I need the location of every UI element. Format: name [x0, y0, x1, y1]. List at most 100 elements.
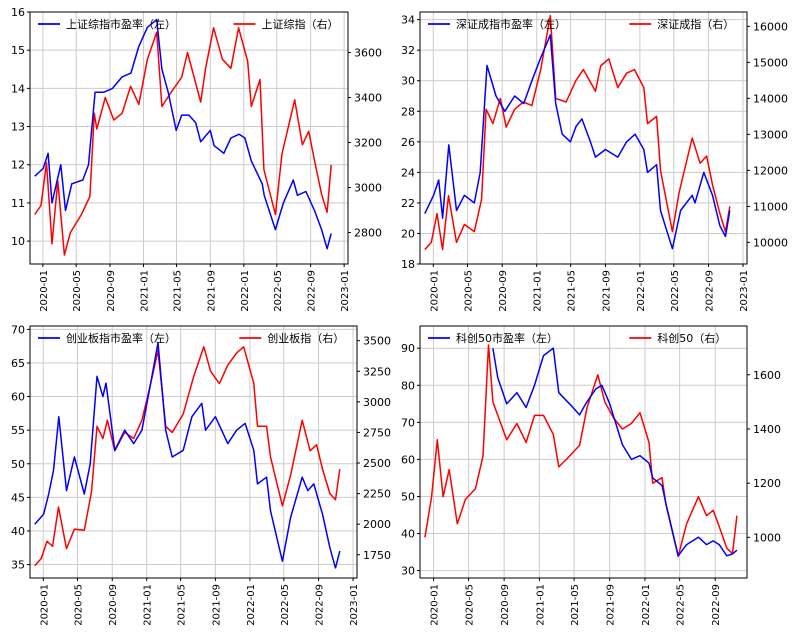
- y-left-tick-label: 30: [401, 565, 415, 578]
- y-right-tick-label: 10000: [753, 236, 788, 249]
- y-left-tick-label: 60: [11, 391, 25, 404]
- y-left-tick-label: 15: [11, 44, 25, 57]
- y-right-tick-label: 14000: [753, 92, 788, 105]
- y-left-tick-label: 65: [11, 357, 25, 370]
- x-tick-label: 2022-01: [636, 270, 647, 312]
- x-tick-label: 2021-09: [601, 270, 612, 312]
- series-line-right-axis: [34, 27, 332, 256]
- x-tick-label: 2021-09: [211, 584, 222, 626]
- y-right-tick-label: 3000: [363, 396, 391, 409]
- x-tick-label: 2021-01: [533, 270, 544, 312]
- y-right-tick-label: 3200: [354, 137, 382, 150]
- series-line-left-axis: [34, 18, 332, 250]
- y-left-tick-label: 30: [401, 75, 415, 88]
- y-right-tick-label: 11000: [753, 200, 788, 213]
- x-tick-label: 2021-05: [172, 270, 183, 312]
- plot-frame: [29, 11, 349, 265]
- y-left-tick-label: 60: [401, 453, 415, 466]
- y-left-tick-label: 13: [11, 121, 25, 134]
- legend-label: 创业板指（右）: [267, 331, 344, 345]
- legend-label: 上证综指市盈率（左）: [66, 17, 176, 31]
- legend-label: 科创50（右）: [657, 331, 726, 345]
- x-tick-label: 2020-05: [463, 270, 474, 312]
- chart-panel-4: 2020-01 2020-05 2020-09 2021-01 2021-05 2021-…: [401, 325, 781, 626]
- x-tick-label: 2022-05: [676, 584, 687, 626]
- x-tick-label: 2020-05: [465, 584, 476, 626]
- y-left-tick-label: 22: [401, 197, 415, 210]
- y-left-tick-label: 40: [401, 528, 415, 541]
- y-left-tick-label: 28: [401, 105, 415, 118]
- legend-label: 深证成指（右）: [657, 17, 734, 31]
- y-right-tick-label: 12000: [753, 164, 788, 177]
- legend-label: 创业板指市盈率（左）: [66, 331, 176, 345]
- x-tick-label: 2021-09: [206, 270, 217, 312]
- x-tick-label: 2020-05: [73, 584, 84, 626]
- y-right-tick-label: 1600: [753, 369, 781, 382]
- chart-panel-3: 2020-01 2020-05 2020-09 2021-01 2021-05 2021-…: [11, 323, 391, 625]
- x-tick-label: 2020-09: [106, 270, 117, 312]
- series-line-left-axis: [424, 34, 731, 250]
- x-tick-label: 2022-05: [670, 270, 681, 312]
- y-right-tick-label: 15000: [753, 56, 788, 69]
- x-tick-label: 2020-05: [72, 270, 83, 312]
- y-left-tick-label: 34: [401, 14, 415, 27]
- x-tick-label: 2023-01: [340, 270, 351, 312]
- y-right-tick-label: 2800: [354, 227, 382, 240]
- y-left-tick-label: 24: [401, 166, 415, 179]
- chart-panel-2: 2020-01 2020-05 2020-09 2021-01 2021-05 2021-…: [401, 11, 788, 312]
- y-left-tick-label: 20: [401, 227, 415, 240]
- y-right-tick-label: 3000: [354, 182, 382, 195]
- x-tick-label: 2021-05: [177, 584, 188, 626]
- x-tick-label: 2022-09: [315, 584, 326, 626]
- x-tick-label: 2022-05: [280, 584, 291, 626]
- x-tick-label: 2022-01: [641, 584, 652, 626]
- x-tick-label: 2020-01: [429, 270, 440, 312]
- x-tick-label: 2020-01: [430, 584, 441, 626]
- y-left-tick-label: 12: [11, 159, 25, 172]
- y-right-tick-label: 2500: [363, 457, 391, 470]
- x-tick-label: 2022-01: [246, 584, 257, 626]
- y-left-tick-label: 70: [401, 416, 415, 429]
- x-tick-label: 2021-01: [535, 584, 546, 626]
- x-tick-label: 2020-01: [39, 584, 50, 626]
- x-tick-label: 2020-01: [39, 270, 50, 312]
- x-tick-label: 2022-09: [711, 584, 722, 626]
- x-tick-label: 2020-09: [500, 584, 511, 626]
- y-left-tick-label: 14: [11, 82, 25, 95]
- series-line-left-axis: [492, 347, 738, 557]
- y-right-tick-label: 2750: [363, 426, 391, 439]
- y-left-tick-label: 11: [11, 197, 25, 210]
- x-tick-label: 2023-01: [739, 270, 750, 312]
- y-left-tick-label: 10: [11, 235, 25, 248]
- y-left-tick-label: 50: [401, 490, 415, 503]
- plot-frame: [419, 325, 748, 579]
- y-left-tick-label: 26: [401, 136, 415, 149]
- y-right-tick-label: 13000: [753, 128, 788, 141]
- y-left-tick-label: 35: [11, 559, 25, 572]
- series-line-left-axis: [34, 342, 341, 569]
- y-right-tick-label: 1000: [753, 531, 781, 544]
- y-left-tick-label: 55: [11, 424, 25, 437]
- x-tick-label: 2022-05: [273, 270, 284, 312]
- y-right-tick-label: 3250: [363, 365, 391, 378]
- chart-panel-1: 2020-01 2020-05 2020-09 2021-01 2021-05 2021-…: [11, 6, 382, 312]
- y-left-tick-label: 70: [11, 323, 25, 336]
- x-tick-label: 2021-01: [143, 584, 154, 626]
- y-right-tick-label: 2250: [363, 488, 391, 501]
- y-right-tick-label: 3500: [363, 335, 391, 348]
- legend-label: 上证综指（右）: [262, 17, 339, 31]
- x-tick-label: 2021-05: [567, 270, 578, 312]
- y-right-tick-label: 3600: [354, 47, 382, 60]
- y-right-tick-label: 1750: [363, 549, 391, 562]
- x-tick-label: 2021-05: [570, 584, 581, 626]
- x-tick-label: 2021-09: [606, 584, 617, 626]
- y-left-tick-label: 18: [401, 258, 415, 271]
- y-left-tick-label: 40: [11, 525, 25, 538]
- x-tick-label: 2020-09: [108, 584, 119, 626]
- legend-label: 深证成指市盈率（左）: [456, 17, 566, 31]
- x-tick-label: 2021-01: [140, 270, 151, 312]
- x-tick-label: 2022-01: [240, 270, 251, 312]
- y-left-tick-label: 80: [401, 379, 415, 392]
